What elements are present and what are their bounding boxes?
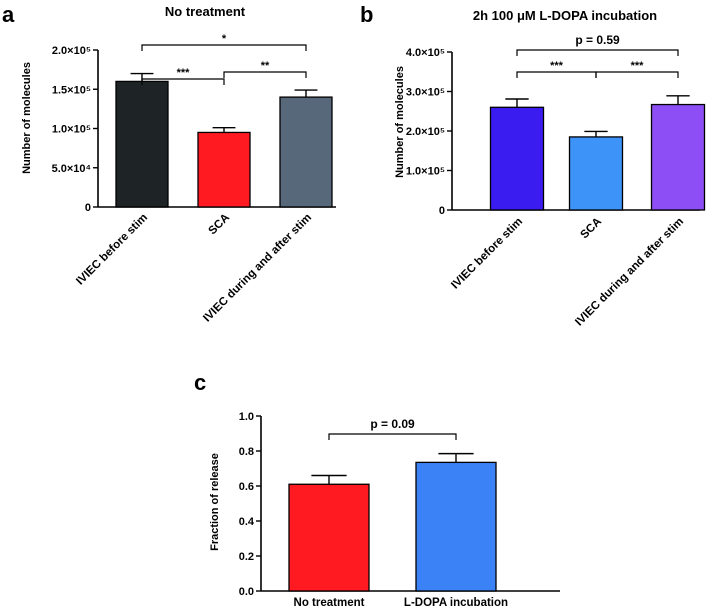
- panel-a-bar-1: [115, 80, 169, 208]
- panel-a-category-label-1: IVIEC before stim: [74, 212, 150, 288]
- panel-b-title: 2h 100 μM L-DOPA incubation: [473, 8, 657, 23]
- panel-a-sig-label-3: *: [222, 33, 227, 45]
- panel-b-sig-bracket-3: [516, 49, 679, 56]
- panel-a-y-tick-label: 2.0×10⁵: [52, 45, 91, 57]
- panel-b-sig-label-2: ***: [631, 60, 645, 72]
- panel-b-bar-2: [568, 136, 624, 211]
- panel-c-sig-label-1: p = 0.09: [370, 417, 415, 431]
- panel-c-category-label-1: No treatment: [294, 597, 365, 609]
- panel-b-y-axis-label: Number of molecules: [394, 66, 406, 178]
- panel-c-bar-1: [288, 483, 370, 592]
- panel-c-category-label-2: L-DOPA incubation: [404, 597, 508, 609]
- panel-b-sig-label-1: ***: [550, 60, 564, 72]
- panel-a-sig-label-2: **: [261, 60, 270, 72]
- panel-b-y-tick-label: 3.0×10⁵: [406, 87, 445, 99]
- panel-c-y-tick-label: 0.6: [239, 481, 254, 493]
- panel-a-plot: 0 5.0×10⁴ 1.0×10⁵ 1.5×10⁵ 2.0×10⁵ IVIEC befor…: [52, 33, 336, 324]
- panel-b-y-tick-label: 4.0×10⁵: [406, 47, 445, 59]
- panel-a-sig-bracket-3: [141, 44, 307, 51]
- panel-c-sig-bracket-1: [328, 433, 457, 440]
- panel-letter-b: b: [360, 2, 373, 27]
- panel-letter-a: a: [2, 2, 15, 27]
- panel-a-sig-bracket-1: [141, 78, 225, 85]
- panel-a-y-tick-label: 5.0×10⁴: [52, 163, 91, 175]
- panel-a-bar-3: [279, 96, 333, 208]
- panel-b-category-label-1: IVIEC before stim: [449, 216, 525, 292]
- panel-a: a No treatment Number of molecules 0 5.0×…: [2, 2, 336, 324]
- panel-b: b 2h 100 μM L-DOPA incubation Number of …: [360, 2, 706, 328]
- panel-b-sig-bracket-1: [516, 71, 597, 78]
- panel-b-y-tick-label: 2.0×10⁵: [406, 126, 445, 138]
- panel-c-y-axis-label: Fraction of release: [209, 453, 221, 551]
- panel-a-title: No treatment: [165, 4, 246, 19]
- panel-c-plot: 0.0 0.2 0.4 0.6 0.8 1.0 No treatment L-DOPA inc…: [239, 411, 560, 609]
- panel-c-y-tick-label: 0.0: [239, 586, 254, 598]
- panel-c-bar-2: [415, 461, 497, 592]
- panel-a-y-tick-label: 0: [85, 202, 91, 214]
- panel-a-y-axis-label: Number of molecules: [21, 62, 33, 174]
- panel-c-y-tick-label: 0.2: [239, 551, 254, 563]
- panel-c: c Fraction of release 0.0 0.2 0.4 0.6 0.8 1.0…: [194, 370, 560, 609]
- panel-a-y-tick-label: 1.5×10⁵: [52, 84, 91, 96]
- panel-b-bar-1: [489, 106, 545, 211]
- panel-b-category-label-2: SCA: [578, 216, 604, 242]
- panel-b-y-tick-label: 1.0×10⁵: [406, 166, 445, 178]
- panel-b-plot: 0 1.0×10⁵ 2.0×10⁵ 3.0×10⁵ 4.0×10⁵ IVIEC befor…: [406, 33, 706, 328]
- panel-letter-c: c: [194, 370, 206, 395]
- panel-a-bar-2: [197, 131, 251, 208]
- panel-c-y-tick-label: 1.0: [239, 411, 254, 423]
- panel-b-y-tick-label: 0: [439, 205, 445, 217]
- panel-c-y-tick-label: 0.8: [239, 446, 254, 458]
- panel-a-y-tick-label: 1.0×10⁵: [52, 124, 91, 136]
- panel-b-bar-3: [650, 103, 706, 211]
- panel-b-sig-bracket-2: [595, 71, 679, 78]
- panel-c-y-tick-label: 0.4: [239, 516, 255, 528]
- panel-a-sig-label-1: ***: [177, 67, 191, 79]
- panel-b-sig-label-3: p = 0.59: [575, 33, 620, 47]
- panel-a-sig-bracket-2: [223, 71, 307, 78]
- panel-a-category-label-2: SCA: [206, 212, 232, 238]
